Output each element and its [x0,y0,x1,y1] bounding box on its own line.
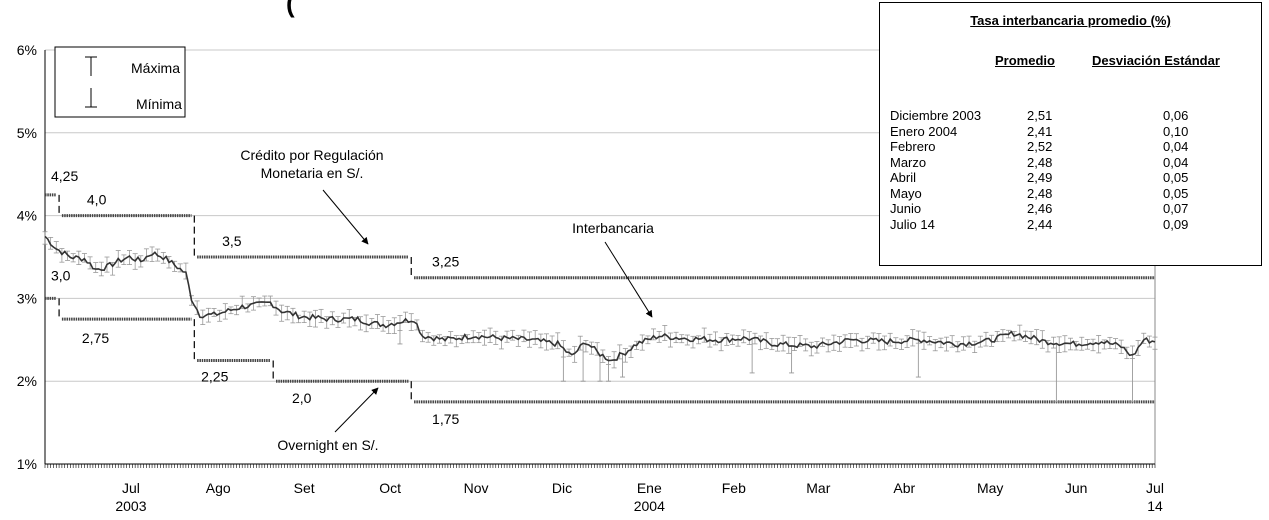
annotation-overnight-arrow [334,387,379,433]
corridor-value-label: 3,25 [432,254,459,270]
corridor-value-label: 2,25 [201,369,228,385]
chart-title: ( [286,0,295,18]
stats-month: Julio 14 [890,216,935,232]
stats-month: Abril [890,170,917,185]
corridor-value-label: 4,25 [51,168,78,184]
y-tick-label: 4% [17,208,37,224]
annotation-interbancaria: Interbancaria [572,220,654,236]
y-tick-label: 3% [17,290,37,306]
stats-table-box: Tasa interbancaria promedio (%) Promedio… [879,2,1262,266]
annotation-credito-line1: Crédito por Regulación [240,147,383,163]
x-tick-label: Jul [1146,480,1164,496]
stats-col-promedio: Promedio [995,53,1055,68]
stats-desviacion: 0,09 [1163,216,1189,232]
x-tick-sublabel: 14 [1147,498,1163,514]
y-tick-label: 2% [17,373,37,389]
x-tick-sublabel: 2003 [115,498,146,514]
x-tick-label: Dic [552,480,572,496]
x-tick-label: Feb [722,480,746,496]
corridor-value-label: 4,0 [87,192,107,208]
stats-table-title: Tasa interbancaria promedio (%) [970,13,1171,28]
stats-col-desviacion: Desviación Estándar [1092,53,1220,68]
stats-desviacion: 0,05 [1163,170,1189,185]
x-tick-label: Set [294,480,315,496]
stats-promedio: 2,51 [1027,108,1053,123]
stats-promedio: 2,44 [1027,216,1053,232]
x-tick-label: Jul [122,480,140,496]
annotation-interbancaria-arrow [604,241,653,318]
legend-max-label: Máxima [131,60,180,76]
x-tick-label: Ago [206,480,231,496]
annotation-credito-arrow [322,189,369,245]
y-tick-label: 1% [17,456,37,472]
stats-promedio: 2,48 [1027,185,1053,201]
x-tick-label: Oct [379,480,401,496]
stats-month: Mayo [890,185,922,201]
x-tick-label: Mar [806,480,830,496]
stats-desviacion: 0,07 [1163,201,1189,216]
corridor-value-label: 3,5 [222,233,242,249]
stats-desviacion: 0,10 [1163,123,1189,139]
legend-box [54,46,186,118]
x-tick-sublabel: 2004 [634,498,665,514]
corridor-value-label: 2,75 [82,330,109,346]
corridor-value-label: 2,0 [292,390,312,406]
stats-promedio: 2,48 [1027,154,1053,170]
stats-promedio: 2,52 [1027,139,1053,154]
stats-promedio: 2,46 [1027,201,1053,216]
y-tick-label: 5% [17,125,37,141]
x-tick-label: Ene [637,480,662,496]
corridor-value-label: 3,0 [51,267,71,283]
stats-month: Junio [890,201,922,216]
stats-promedio: 2,49 [1027,170,1053,185]
annotation-credito-line2: Monetaria en S/. [261,165,364,181]
stats-month: Marzo [890,154,927,170]
stats-month: Enero 2004 [890,123,958,139]
stats-month: Febrero [890,139,936,154]
stats-promedio: 2,41 [1027,123,1053,139]
annotation-overnight: Overnight en S/. [277,437,378,453]
x-tick-label: Jun [1065,480,1088,496]
y-tick-label: 6% [17,42,37,58]
stats-month: Diciembre 2003 [890,108,982,123]
x-tick-label: Abr [893,480,915,496]
stats-desviacion: 0,04 [1163,154,1189,170]
corridor-value-label: 1,75 [432,411,459,427]
interbank-line [44,235,1156,362]
x-tick-label: May [977,480,1003,496]
stats-desviacion: 0,04 [1163,139,1189,154]
legend-min-label: Mínima [136,96,182,112]
stats-desviacion: 0,06 [1163,108,1189,123]
stats-desviacion: 0,05 [1163,185,1189,201]
x-tick-label: Nov [464,480,489,496]
